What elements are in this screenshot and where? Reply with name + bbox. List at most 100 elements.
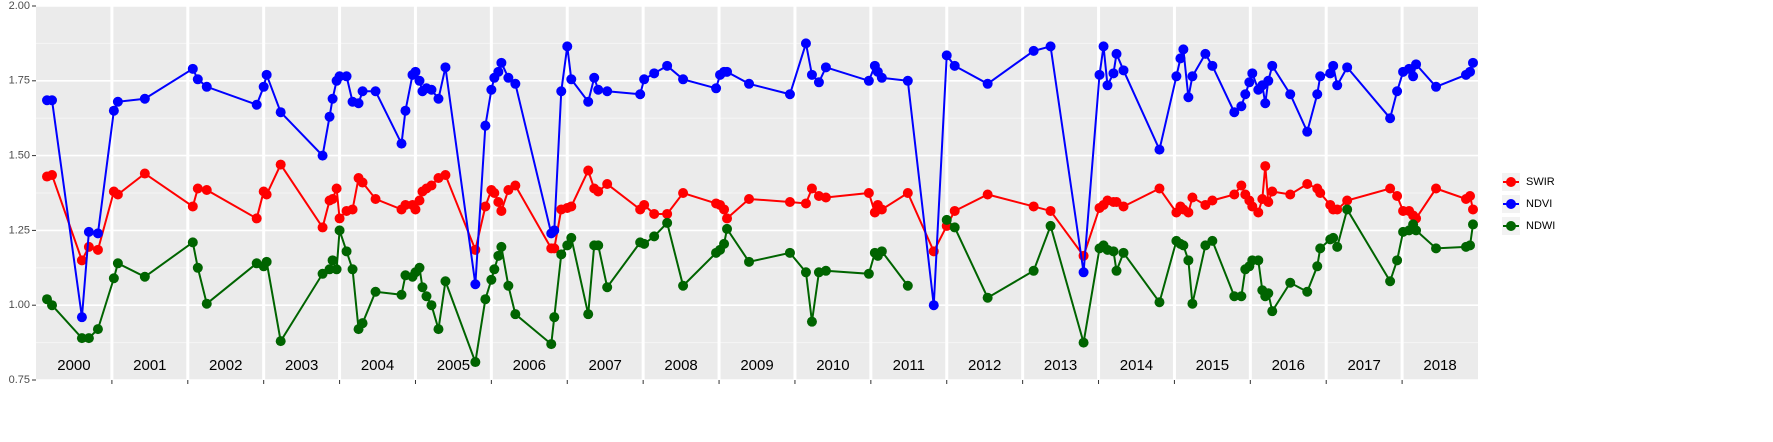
data-point <box>1244 77 1255 88</box>
y-tick-label: 1.00 <box>9 299 30 311</box>
data-point <box>1392 190 1403 201</box>
data-point <box>76 312 87 323</box>
data-point <box>562 41 573 52</box>
data-point <box>410 66 421 77</box>
data-point <box>503 280 514 291</box>
data-point <box>744 193 755 204</box>
data-point <box>1102 80 1113 91</box>
data-point <box>357 318 368 329</box>
year-label: 2002 <box>209 357 242 374</box>
data-point <box>556 249 567 260</box>
data-point <box>1267 306 1278 317</box>
data-point <box>1465 66 1476 77</box>
data-point <box>863 188 874 198</box>
y-tick-label: 1.25 <box>9 224 30 236</box>
data-point <box>510 180 521 191</box>
data-point <box>949 60 960 71</box>
data-point <box>480 201 491 212</box>
data-point <box>112 258 123 269</box>
data-point <box>414 262 425 273</box>
data-point <box>1260 161 1271 172</box>
year-label: 2013 <box>1044 357 1077 374</box>
data-point <box>602 282 613 293</box>
data-point <box>863 268 874 279</box>
data-point <box>982 292 993 303</box>
data-point <box>108 273 119 284</box>
data-point <box>251 99 262 110</box>
data-point <box>1229 189 1240 200</box>
data-point <box>639 199 650 210</box>
data-point <box>1078 267 1089 278</box>
data-point <box>139 93 150 104</box>
data-point <box>678 188 689 198</box>
data-point <box>1385 113 1396 124</box>
data-point <box>1028 45 1039 56</box>
data-point <box>1325 68 1336 79</box>
data-point <box>1253 207 1264 218</box>
year-label: 2004 <box>361 357 394 374</box>
data-point <box>334 71 345 82</box>
data-point <box>876 246 887 257</box>
data-point <box>331 264 342 275</box>
data-point <box>486 84 497 95</box>
data-point <box>1171 71 1182 82</box>
data-point <box>800 267 811 278</box>
data-point <box>593 240 604 251</box>
data-point <box>744 256 755 267</box>
data-point <box>806 183 817 194</box>
data-point <box>556 86 567 97</box>
data-point <box>662 208 673 219</box>
data-point <box>1467 219 1478 230</box>
data-point <box>139 271 150 282</box>
data-point <box>1229 107 1240 118</box>
data-point <box>722 213 733 224</box>
data-point <box>566 74 577 85</box>
data-point <box>982 189 993 200</box>
data-point <box>662 217 673 228</box>
data-point <box>1207 195 1218 206</box>
data-point <box>400 105 411 116</box>
data-point <box>1312 261 1323 272</box>
year-label: 2012 <box>968 357 1001 374</box>
data-point <box>1111 265 1122 276</box>
data-point <box>941 50 952 61</box>
data-point <box>583 96 594 107</box>
data-point <box>510 309 521 320</box>
legend-key-point <box>1506 177 1516 187</box>
legend-key-point <box>1506 199 1516 209</box>
data-point <box>139 168 150 179</box>
data-point <box>83 333 94 344</box>
legend-label: NDWI <box>1526 220 1555 232</box>
data-point <box>1431 183 1442 194</box>
data-point <box>92 228 103 239</box>
data-point <box>489 264 500 275</box>
year-label: 2014 <box>1120 357 1153 374</box>
data-point <box>317 150 328 161</box>
data-point <box>820 192 831 203</box>
data-point <box>370 286 381 297</box>
data-point <box>1200 48 1211 59</box>
year-label: 2015 <box>1196 357 1229 374</box>
data-point <box>334 225 345 236</box>
data-point <box>414 75 425 86</box>
data-point <box>192 262 203 273</box>
data-point <box>1183 92 1194 103</box>
data-point <box>1431 81 1442 92</box>
data-point <box>426 84 437 95</box>
data-point <box>602 179 613 190</box>
legend-key-point <box>1506 221 1516 231</box>
year-label: 2007 <box>589 357 622 374</box>
data-point <box>662 60 673 71</box>
data-point <box>493 250 504 261</box>
year-label: 2008 <box>664 357 697 374</box>
data-point <box>1236 180 1247 191</box>
data-point <box>1332 241 1343 252</box>
data-point <box>589 72 600 83</box>
data-point <box>1045 205 1056 216</box>
data-point <box>941 214 952 225</box>
data-point <box>649 231 660 242</box>
data-point <box>426 180 437 191</box>
data-point <box>876 204 887 215</box>
year-label: 2016 <box>1272 357 1305 374</box>
